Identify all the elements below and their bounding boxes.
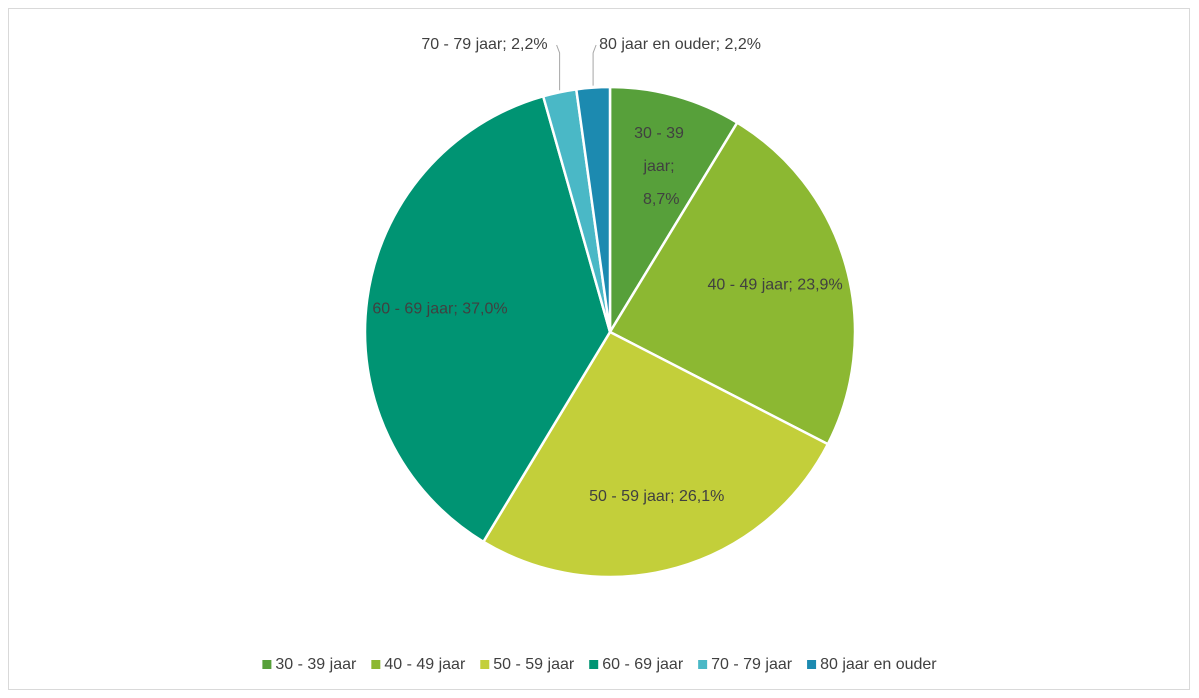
legend-swatch	[371, 660, 381, 669]
pie-slice	[363, 94, 612, 544]
legend-swatch	[807, 660, 817, 669]
legend: 30 - 39 jaar 40 - 49 jaar 50 - 59 jaar 60 -…	[262, 656, 937, 673]
leader-line	[556, 44, 561, 91]
data-label-line: 8,7%	[643, 191, 679, 208]
legend-swatch	[262, 660, 272, 669]
legend-label: 70 - 79 jaar	[711, 656, 793, 673]
legend-label: 40 - 49 jaar	[384, 656, 466, 673]
data-label: 70 - 79 jaar; 2,2%	[421, 36, 547, 53]
data-label: 40 - 49 jaar; 23,9%	[707, 277, 842, 294]
data-label-line: 30 - 39	[634, 125, 688, 142]
legend-label: 30 - 39 jaar	[275, 656, 357, 673]
data-label-line: jaar;	[642, 158, 679, 175]
legend-swatch	[480, 660, 490, 669]
pie-slice	[574, 85, 612, 333]
data-label: 80 jaar en ouder; 2,2%	[599, 36, 761, 53]
leader-line	[592, 44, 597, 86]
legend-label: 80 jaar en ouder	[820, 656, 937, 673]
pie-slice	[608, 85, 739, 337]
data-label: 50 - 59 jaar; 26,1%	[589, 488, 724, 505]
pie-slice	[608, 120, 857, 446]
legend-label: 50 - 59 jaar	[493, 656, 575, 673]
legend-label: 60 - 69 jaar	[602, 656, 684, 673]
data-label: 60 - 69 jaar; 37,0%	[372, 300, 507, 317]
legend-swatch	[698, 660, 708, 669]
data-label: 30 - 39 jaar; 8,7%	[634, 125, 688, 208]
legend-swatch	[589, 660, 599, 669]
pie-slice	[481, 330, 830, 579]
